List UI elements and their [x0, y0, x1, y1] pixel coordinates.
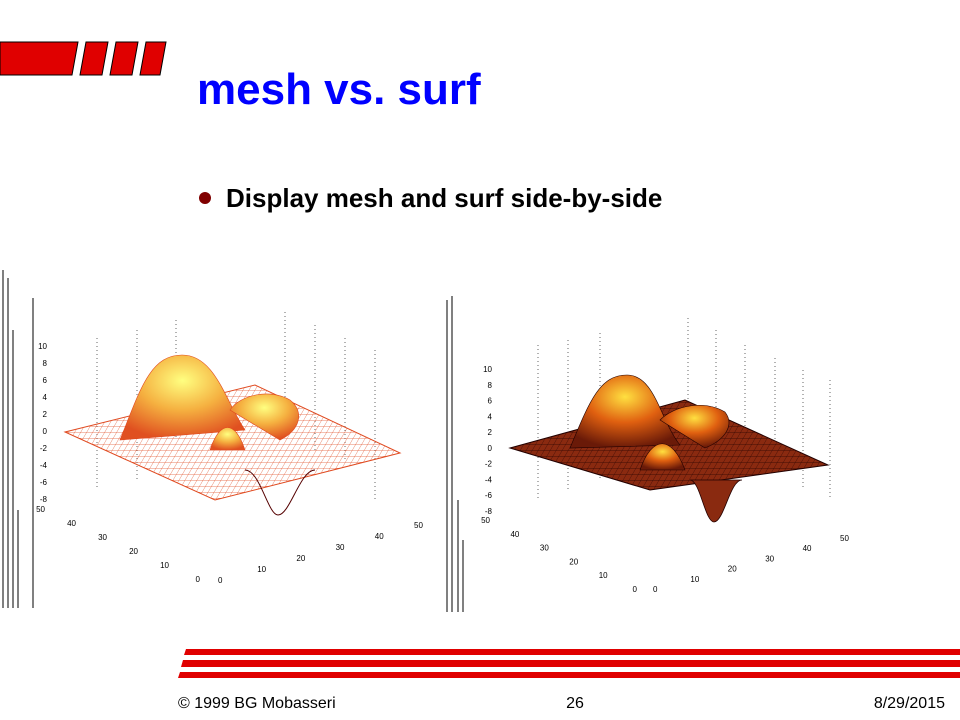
y-tick-label: 30	[540, 544, 549, 553]
y-tick-label: 50	[36, 505, 45, 514]
logo-bars	[0, 41, 167, 76]
z-tick-label: 2	[488, 428, 493, 437]
x-tick-label: 50	[414, 521, 423, 530]
x-tick-label: 20	[296, 554, 305, 563]
y-tick-label: 0	[196, 575, 201, 584]
z-tick-label: 0	[488, 444, 493, 453]
y-tick-label: 20	[569, 557, 578, 566]
z-tick-label: 8	[488, 381, 493, 390]
x-tick-label: 50	[840, 534, 849, 543]
z-tick-label: 6	[43, 376, 48, 385]
x-tick-label: 40	[803, 544, 812, 553]
y-tick-label: 0	[633, 585, 638, 594]
surf-surface	[508, 374, 830, 523]
y-tick-label: 10	[599, 571, 608, 580]
bullet-text: Display mesh and surf side-by-side	[226, 183, 662, 213]
y-tick-label: 40	[67, 519, 76, 528]
x-tick-label: 20	[728, 565, 737, 574]
z-tick-label: -2	[485, 460, 493, 469]
z-tick-label: -6	[40, 478, 48, 487]
y-tick-label: 10	[160, 561, 169, 570]
z-tick-label: 10	[38, 342, 47, 351]
plot-2-lines	[446, 296, 464, 612]
z-tick-label: 0	[43, 427, 48, 436]
z-tick-label: -8	[485, 507, 493, 516]
y-tick-label: 30	[98, 533, 107, 542]
footer-left: © 1999 BG Mobasseri	[178, 695, 336, 712]
x-tick-label: 0	[653, 585, 658, 594]
z-tick-label: 10	[483, 365, 492, 374]
z-tick-label: 8	[43, 359, 48, 368]
z-tick-label: -4	[485, 475, 493, 484]
y-tick-label: 40	[510, 530, 519, 539]
y-tick-label: 50	[481, 516, 490, 525]
z-tick-label: -6	[485, 491, 493, 500]
y-tick-label: 20	[129, 547, 138, 556]
x-tick-label: 30	[765, 554, 774, 563]
z-tick-label: 6	[488, 397, 493, 406]
z-tick-label: 4	[488, 412, 493, 421]
x-tick-label: 10	[690, 575, 699, 584]
bullet-dot	[199, 192, 211, 204]
plot-1-lines	[2, 270, 34, 608]
x-tick-label: 30	[336, 543, 345, 552]
z-tick-label: 4	[43, 393, 48, 402]
footer-right: 8/29/2015	[874, 695, 945, 712]
z-tick-label: 2	[43, 410, 48, 419]
title: mesh vs. surf	[197, 65, 481, 114]
footer-stripes	[178, 649, 960, 678]
z-tick-label: -2	[40, 444, 48, 453]
z-tick-label: -8	[40, 495, 48, 504]
z-tick-label: -4	[40, 461, 48, 470]
x-tick-label: 40	[375, 532, 384, 541]
x-tick-label: 10	[257, 565, 266, 574]
mesh-surface	[63, 354, 402, 516]
x-tick-label: 0	[218, 576, 223, 585]
footer-center: 26	[566, 695, 584, 712]
